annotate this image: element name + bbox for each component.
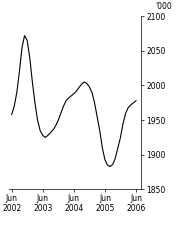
Text: '000: '000 xyxy=(155,2,172,11)
